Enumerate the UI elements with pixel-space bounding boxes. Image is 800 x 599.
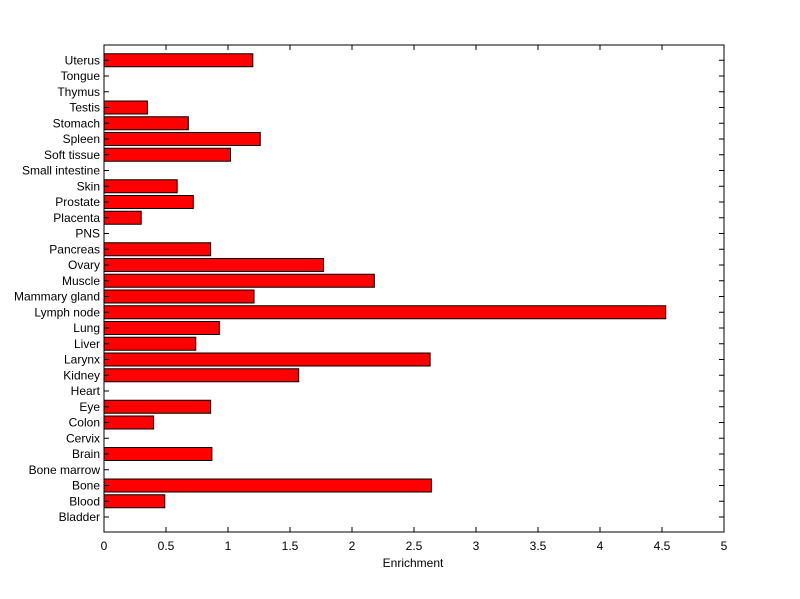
bar-colon (103, 415, 155, 430)
x-tick-label: 4 (597, 539, 604, 553)
category-label-cervix: Cervix (66, 431, 100, 445)
category-label-brain: Brain (72, 447, 100, 461)
bar-spleen (103, 132, 261, 146)
bar-bone (103, 478, 432, 493)
x-tick-labels: 0 0.5 1 1.5 2 2.5 3 3.5 4 4.5 5 (101, 539, 728, 553)
category-label-liver: Liver (74, 337, 100, 351)
x-tick-label: 3.5 (530, 539, 547, 553)
bar-blood (103, 494, 166, 509)
category-label-testis: Testis (69, 101, 100, 115)
bar-placenta (103, 210, 142, 225)
category-label-lung: Lung (73, 321, 100, 335)
x-tick-label: 1.5 (282, 539, 299, 553)
category-label-thymus: Thymus (57, 85, 100, 99)
bar-larynx (103, 352, 431, 367)
bar-testis (103, 100, 148, 115)
bar-kidney (103, 368, 300, 383)
category-label-colon: Colon (69, 416, 100, 430)
x-tick-label: 2.5 (406, 539, 423, 553)
bar-uterus (103, 53, 254, 68)
category-label-pns: PNS (75, 227, 100, 241)
bar-mammary-gland (103, 289, 255, 304)
bar-muscle (103, 273, 375, 288)
category-label-heart: Heart (71, 384, 101, 398)
x-tick-label: 3 (473, 539, 480, 553)
bar-brain (103, 447, 213, 461)
category-label-muscle: Muscle (62, 274, 100, 288)
category-label-blood: Blood (69, 494, 100, 508)
x-tick-label: 0 (101, 539, 108, 553)
bar-ovary (103, 258, 324, 272)
category-label-pancreas: Pancreas (49, 242, 100, 256)
category-label-mammary-gland: Mammary gland (14, 290, 100, 304)
bar-lung (103, 321, 220, 335)
category-label-stomach: Stomach (53, 116, 100, 130)
category-label-placenta: Placenta (53, 211, 100, 225)
bar-skin (103, 179, 178, 194)
bar-lymph-node (103, 305, 667, 320)
category-label-uterus: Uterus (65, 53, 100, 67)
x-tick-label: 5 (721, 539, 728, 553)
category-label-kidney: Kidney (63, 368, 100, 382)
bar-soft-tissue (103, 147, 231, 162)
category-label-prostate: Prostate (55, 195, 100, 209)
category-label-small-intestine: Small intestine (22, 164, 100, 178)
category-label-soft-tissue: Soft tissue (44, 148, 100, 162)
category-label-bladder: Bladder (59, 510, 100, 524)
bars-group (103, 53, 667, 509)
category-label-larynx: Larynx (64, 353, 100, 367)
category-label-bone-marrow: Bone marrow (29, 463, 101, 477)
ticks-group (103, 45, 725, 532)
bar-stomach (103, 116, 189, 131)
x-axis-label: Enrichment (383, 556, 444, 570)
x-tick-label: 0.5 (158, 539, 175, 553)
bar-prostate (103, 195, 194, 209)
category-label-skin: Skin (77, 179, 100, 193)
x-tick-label: 2 (349, 539, 356, 553)
bar-eye (103, 399, 212, 414)
category-label-tongue: Tongue (61, 69, 101, 83)
category-label-lymph-node: Lymph node (34, 305, 100, 319)
category-label-ovary: Ovary (68, 258, 100, 272)
x-tick-label: 4.5 (654, 539, 671, 553)
bar-pancreas (103, 242, 212, 257)
category-label-bone: Bone (72, 479, 100, 493)
category-label-eye: Eye (79, 400, 100, 414)
bar-liver (103, 336, 197, 351)
x-tick-label: 1 (225, 539, 232, 553)
category-label-spleen: Spleen (63, 132, 100, 146)
